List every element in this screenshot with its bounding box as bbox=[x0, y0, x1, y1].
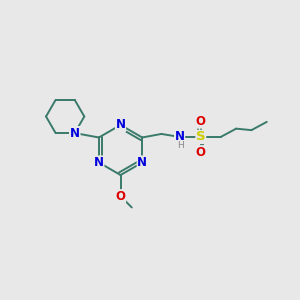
Text: N: N bbox=[94, 156, 104, 169]
Text: O: O bbox=[196, 146, 206, 159]
Text: N: N bbox=[116, 118, 126, 131]
Text: O: O bbox=[116, 190, 126, 203]
Text: N: N bbox=[137, 156, 147, 169]
Text: O: O bbox=[196, 115, 206, 128]
Text: H: H bbox=[177, 141, 184, 150]
Text: N: N bbox=[175, 130, 184, 143]
Text: N: N bbox=[70, 127, 80, 140]
Text: S: S bbox=[196, 130, 206, 143]
Text: N: N bbox=[70, 127, 80, 140]
